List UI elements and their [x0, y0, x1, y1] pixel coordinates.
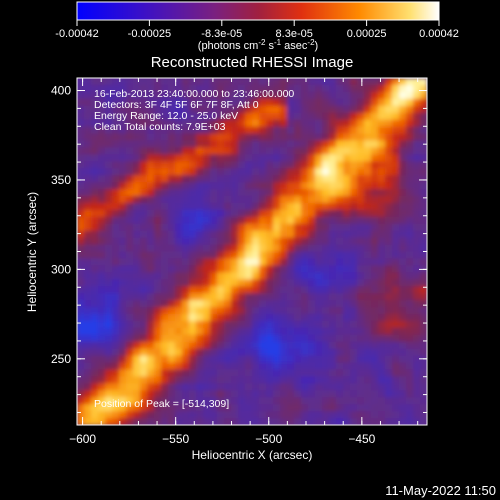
colorbar-tick-label: -8.3e-05 — [201, 28, 242, 40]
colorbar-tick-label: -0.00042 — [55, 28, 98, 40]
colorbar-tick-label: 8.3e-05 — [276, 28, 313, 40]
x-tick-label: −500 — [255, 432, 282, 446]
x-axis-ticks: −600 −550 −500 −450 — [69, 78, 419, 446]
xray-image — [77, 78, 427, 425]
info-line: Clean Total counts: 7.9E+03 — [94, 121, 226, 133]
x-axis-title: Heliocentric X (arcsec) — [192, 448, 313, 462]
info-line: 16-Feb-2013 23:40:00.000 to 23:46:00.000 — [94, 88, 294, 100]
colorbar-gradient — [76, 1, 440, 21]
y-tick-label: 400 — [51, 84, 71, 98]
peak-position: Position of Peak = [-514,309] — [94, 398, 229, 410]
colorbar-tick-labels: -0.00042 -0.00025 -8.3e-05 8.3e-05 0.00025 0.… — [55, 28, 459, 40]
colorbar-tick-label: 0.00025 — [347, 28, 387, 40]
plot-title: Reconstructed RHESSI Image — [151, 54, 354, 71]
info-line: Energy Range: 12.0 - 25.0 keV — [94, 110, 238, 122]
x-tick-label: −450 — [348, 432, 375, 446]
y-tick-label: 250 — [51, 352, 71, 366]
colorbar-tick-label: -0.00025 — [128, 28, 171, 40]
colorbar-units: (photons cm-2 s-1 asec-2) — [198, 38, 318, 52]
colorbar: -0.00042 -0.00025 -8.3e-05 8.3e-05 0.00025 0.… — [55, 1, 459, 52]
y-tick-label: 350 — [51, 173, 71, 187]
y-tick-label: 300 — [51, 262, 71, 276]
x-tick-label: −600 — [69, 432, 96, 446]
observation-info: 16-Feb-2013 23:40:00.000 to 23:46:00.000… — [94, 88, 294, 133]
colorbar-tick-label: 0.00042 — [419, 28, 459, 40]
y-axis-ticks: 250 300 350 400 — [51, 84, 427, 413]
colorbar-ticks — [76, 20, 440, 26]
y-axis-title: Heliocentric Y (arcsec) — [25, 192, 39, 312]
x-tick-label: −550 — [162, 432, 189, 446]
timestamp: 11-May-2022 11:50 — [385, 483, 496, 498]
info-line: Detectors: 3F 4F 5F 6F 7F 8F, Att 0 — [94, 99, 259, 111]
